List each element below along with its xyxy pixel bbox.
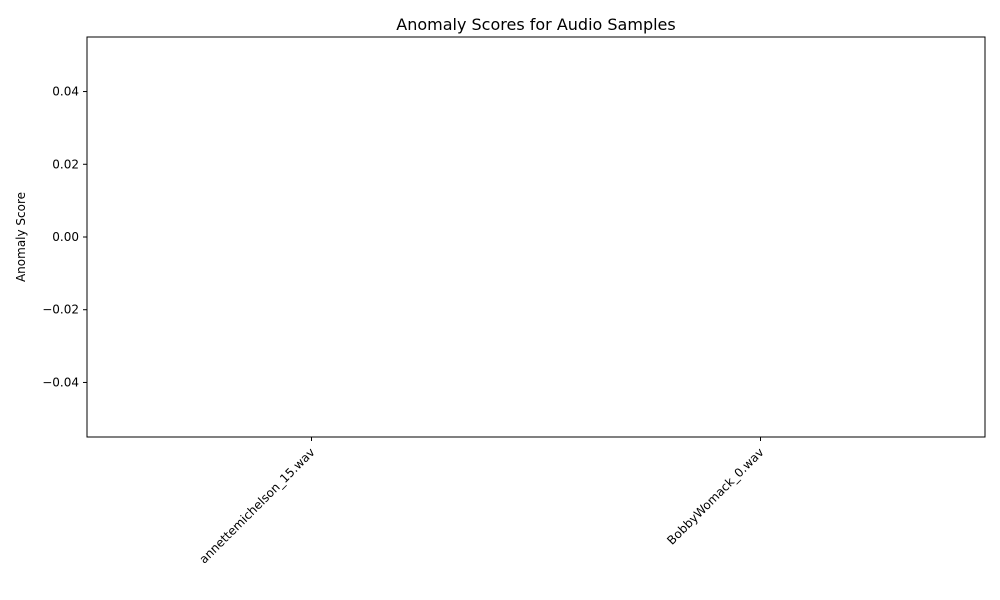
y-axis: 0.04 0.02 0.00 −0.02 −0.04 — [42, 85, 87, 389]
plot-area-frame — [86, 36, 986, 438]
x-tick-label: annettemichelson_15.wav — [197, 445, 318, 566]
y-tick-label: 0.04 — [52, 85, 79, 99]
y-tick-label: 0.02 — [52, 157, 79, 171]
x-axis: annettemichelson_15.wav BobbyWomack_0.wav — [197, 437, 767, 566]
y-tick-label: 0.00 — [52, 230, 79, 244]
y-tick-label: −0.04 — [42, 375, 79, 389]
x-tick-label: BobbyWomack_0.wav — [664, 445, 766, 547]
y-axis-label: Anomaly Score — [14, 192, 28, 282]
chart-title: Anomaly Scores for Audio Samples — [396, 15, 675, 34]
y-tick-label: −0.02 — [42, 303, 79, 317]
